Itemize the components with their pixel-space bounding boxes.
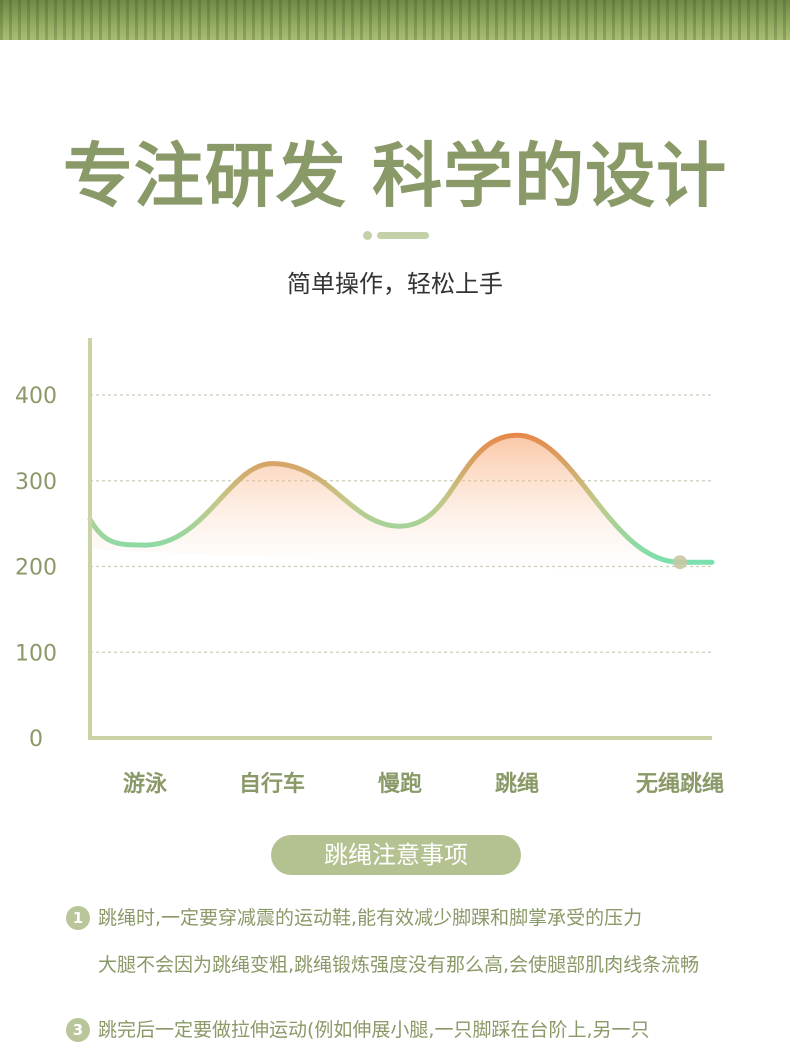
grass-photo-strip xyxy=(0,0,790,40)
page-subtitle: 简单操作，轻松上手 xyxy=(287,270,503,298)
note-item: 跳完后一定要做拉伸运动(例如伸展小腿,一只脚踩在台阶上,另一只 xyxy=(98,1019,650,1041)
series-line-layer xyxy=(87,432,715,570)
notes-title-pill: 跳绳注意事项 xyxy=(271,835,521,875)
divider-dot xyxy=(363,231,372,240)
note-number-badge: 1 xyxy=(66,906,90,930)
axis-layer xyxy=(88,338,712,740)
area-fill-layer xyxy=(90,435,712,578)
note-item: 跳绳时,一定要穿减震的运动鞋,能有效减少脚踝和脚掌承受的压力 xyxy=(98,907,643,929)
x-tick-label: 自行车 xyxy=(239,771,305,797)
y-tick-label: 400 xyxy=(15,384,57,409)
x-tick-label: 慢跑 xyxy=(378,771,422,797)
tick-label-layer: 0 100 200 300 400 游泳 自行车 慢跑 跳绳 无绳跳绳 xyxy=(15,384,724,797)
page-headline: 专注研发 科学的设计 xyxy=(62,135,728,217)
x-tick-label: 游泳 xyxy=(123,771,168,797)
y-tick-label: 0 xyxy=(29,727,43,752)
y-tick-label: 300 xyxy=(15,470,57,495)
data-point-marker xyxy=(673,555,687,570)
y-tick-label: 200 xyxy=(15,556,57,581)
grid-layer xyxy=(90,394,712,653)
divider-bar xyxy=(377,232,429,239)
note-item: 大腿不会因为跳绳变粗,跳绳锻炼强度没有那么高,会使腿部肌肉线条流畅 xyxy=(98,954,700,976)
line-chart: 0 100 200 300 400 游泳 自行车 慢跑 跳绳 无绳跳绳 xyxy=(15,338,724,797)
note-number-badge: 3 xyxy=(66,1018,90,1042)
x-tick-label: 无绳跳绳 xyxy=(636,771,724,797)
y-tick-label: 100 xyxy=(15,641,57,666)
area-fill xyxy=(90,435,712,578)
series-line xyxy=(87,432,715,565)
x-tick-label: 跳绳 xyxy=(495,771,539,797)
